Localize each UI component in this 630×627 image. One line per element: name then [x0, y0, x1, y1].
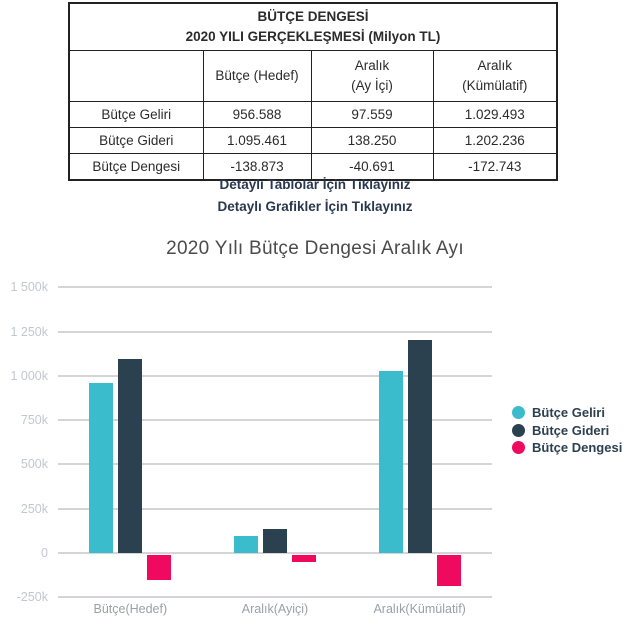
col-header-hedef: Bütçe (Hedef)	[202, 50, 312, 102]
y-axis-tick-label: 500k	[20, 457, 48, 472]
dengesi-series-dot-icon	[512, 441, 525, 455]
chart-legend: Bütçe Geliri Bütçe Gideri Bütçe Dengesi	[512, 404, 622, 457]
table-title-line2: 2020 YILI GERÇEKLEŞMESİ (Milyon TL)	[185, 29, 441, 44]
legend-label: Bütçe Gideri	[532, 422, 610, 438]
y-axis-tick-label: 250k	[20, 501, 48, 516]
chart-bar[interactable]	[378, 370, 403, 553]
geliri-series-dot-icon	[512, 406, 525, 420]
chart-bar[interactable]	[234, 535, 258, 553]
col-header-kumulatif: Aralık (Kümülatif)	[432, 50, 558, 102]
chart-bar[interactable]	[407, 339, 432, 553]
table-row: Bütçe Geliri 956.588 97.559 1.029.493	[68, 101, 558, 128]
cell-geliri-hedef: 956.588	[202, 101, 312, 128]
chart-bar[interactable]	[89, 383, 114, 553]
x-axis-category-label: Bütçe(Hedef)	[93, 602, 168, 616]
row-label-geliri: Bütçe Geliri	[68, 101, 204, 128]
detailed-graphs-link[interactable]: Detaylı Grafikler İçin Tıklayınız	[217, 199, 413, 214]
gridline	[58, 374, 492, 377]
cell-dengesi-hedef: -138.873	[202, 153, 312, 181]
y-axis-tick-label: -250k	[16, 590, 48, 605]
cell-geliri-kumulatif: 1.029.493	[432, 101, 558, 128]
cell-geliri-ayici: 97.559	[310, 101, 434, 128]
cell-gideri-kumulatif: 1.202.236	[432, 127, 558, 154]
y-axis-tick-label: 750k	[20, 413, 48, 428]
gridline	[58, 419, 492, 422]
legend-label: Bütçe Dengesi	[532, 440, 623, 456]
cell-gideri-hedef: 1.095.461	[202, 127, 312, 154]
y-axis-tick-label: 1 500k	[10, 280, 48, 295]
chart-bar[interactable]	[263, 528, 287, 553]
gridline	[58, 330, 492, 333]
x-axis-category-label: Aralık(Kümülatif)	[373, 602, 466, 616]
detailed-tables-link[interactable]: Detaylı Tablolar İçin Tıklayınız	[219, 177, 411, 192]
col-header-empty	[68, 50, 204, 102]
chart-title: 2020 Yılı Bütçe Dengesi Aralık Ayı	[166, 238, 464, 259]
y-axis-tick-label: 0	[41, 546, 48, 560]
x-axis-category-label: Aralık(Ayiçi)	[241, 602, 309, 616]
table-title: BÜTÇE DENGESİ 2020 YILI GERÇEKLEŞMESİ (M…	[68, 2, 558, 51]
gridline	[58, 463, 492, 466]
table-title-line1: BÜTÇE DENGESİ	[257, 9, 369, 24]
gridline	[58, 507, 492, 510]
y-axis-tick-label: 1 250k	[10, 324, 48, 339]
chart-bar[interactable]	[292, 555, 316, 563]
row-label-gideri: Bütçe Gideri	[68, 127, 204, 154]
chart-bar[interactable]	[147, 555, 172, 580]
legend-item-geliri[interactable]: Bütçe Geliri	[512, 404, 622, 422]
gridline	[58, 596, 492, 599]
col-header-ayici: Aralık (Ay İçi)	[310, 50, 434, 102]
cell-dengesi-kumulatif: -172.743	[432, 153, 558, 181]
budget-summary-table: BÜTÇE DENGESİ 2020 YILI GERÇEKLEŞMESİ (M…	[68, 2, 559, 181]
cell-gideri-ayici: 138.250	[310, 127, 434, 154]
chart-bar[interactable]	[436, 555, 461, 586]
table-row: Bütçe Dengesi -138.873 -40.691 -172.743	[68, 153, 558, 181]
legend-item-gideri[interactable]: Bütçe Gideri	[512, 422, 622, 440]
row-label-dengesi: Bütçe Dengesi	[68, 153, 204, 181]
gideri-series-dot-icon	[512, 423, 525, 437]
legend-label: Bütçe Geliri	[532, 405, 605, 421]
gridline	[58, 552, 492, 554]
y-axis-tick-label: 1 000k	[10, 368, 48, 383]
table-row: Bütçe Gideri 1.095.461 138.250 1.202.236	[68, 127, 558, 154]
gridline	[58, 286, 492, 289]
chart-bar[interactable]	[118, 358, 143, 553]
legend-item-dengesi[interactable]: Bütçe Dengesi	[512, 439, 622, 457]
